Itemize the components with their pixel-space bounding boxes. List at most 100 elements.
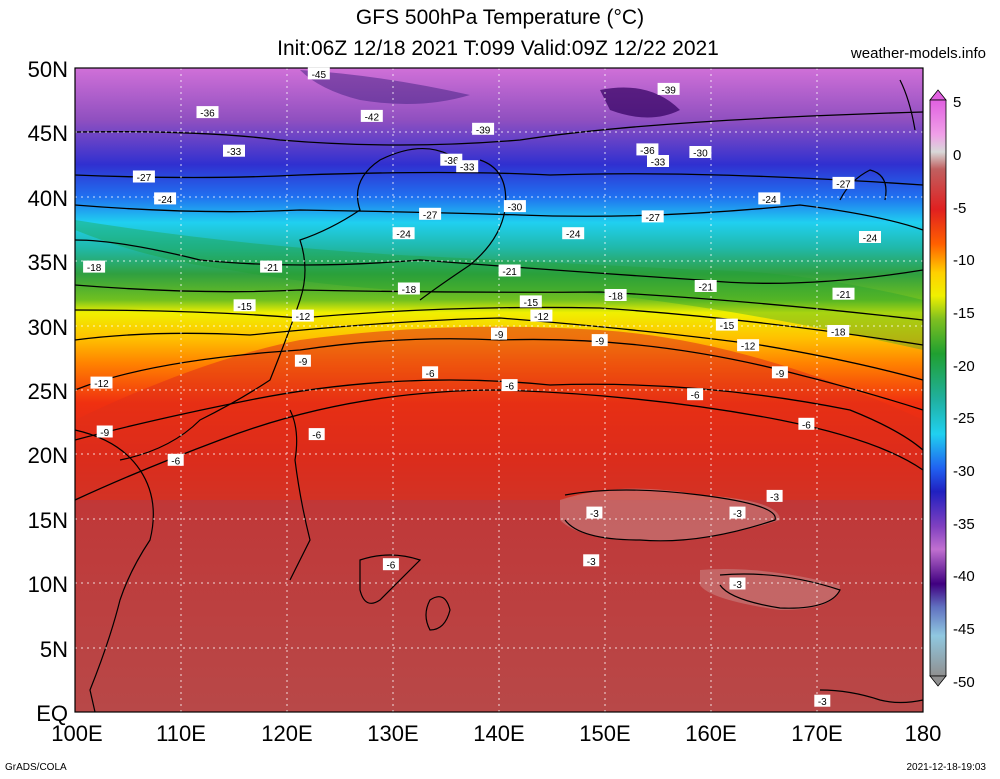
latitude-axis: 50N 45N 40N 35N 30N 25N 20N 15N 10N 5N E… (28, 57, 68, 726)
contour-label-bg (729, 577, 746, 590)
contour-label-bg (583, 554, 600, 567)
contour-label-bg (498, 264, 521, 277)
contour-label-bg (647, 155, 669, 167)
contour-label: -27 (836, 179, 851, 190)
contour-label-bg (766, 489, 783, 502)
lat-label: 30N (28, 315, 68, 340)
contour-label: -6 (691, 391, 700, 402)
colorbar-label: -10 (953, 252, 975, 269)
contour-label: -33 (651, 158, 666, 169)
contour-label-bg (167, 453, 184, 466)
contour-label: -30 (508, 203, 523, 214)
colorbar (929, 89, 947, 687)
colorbar-label: -30 (953, 463, 975, 480)
contour-label-bg (503, 200, 526, 213)
lon-label: 150E (579, 721, 630, 746)
contour-label-bg (96, 425, 113, 438)
contour-label: -9 (100, 428, 109, 439)
contour-label-bg (260, 260, 283, 273)
contour-label: -33 (460, 163, 475, 174)
contour-label-bg (641, 210, 664, 223)
contour-label-bg (456, 160, 479, 173)
footer-credit: GrADS/COLA (5, 762, 67, 773)
contour-label: -33 (227, 147, 242, 158)
contour-label: -45 (312, 70, 327, 81)
contour-label-bg (291, 309, 314, 322)
contour-label: -24 (396, 230, 411, 241)
contour-label-bg (519, 295, 542, 308)
contour-label: -6 (426, 369, 435, 380)
contour-label-bg (360, 109, 383, 122)
lon-label: 170E (791, 721, 842, 746)
contour-label-bg (223, 144, 245, 157)
contour-label-bg (562, 227, 585, 240)
contour-label-bg (83, 260, 106, 273)
colorbar-strip (929, 99, 947, 677)
lon-label: 160E (685, 721, 736, 746)
contour-label-bg (233, 299, 256, 312)
colorbar-label: 5 (953, 94, 961, 111)
contour-label: -9 (775, 369, 784, 380)
contour-label-bg (758, 192, 781, 205)
lat-label: 35N (28, 250, 68, 275)
contour-label-bg (308, 428, 325, 441)
contour-label-bg (294, 354, 311, 367)
title-line-1: GFS 500hPa Temperature (°C) (355, 6, 645, 29)
contour-label: -18 (402, 285, 417, 296)
contour-label: -9 (495, 330, 504, 341)
contour-label-bg (832, 176, 855, 189)
contour-label: -12 (741, 342, 756, 353)
colorbar-label: -5 (953, 200, 966, 217)
contour-label: -6 (802, 420, 811, 431)
lon-label: 100E (51, 721, 102, 746)
colorbar-label: -20 (953, 358, 975, 375)
contour-label-bg (689, 146, 712, 158)
colorbar-top-arrow (929, 89, 947, 101)
contour-label: -3 (587, 557, 596, 568)
lon-label: 140E (473, 721, 524, 746)
lat-label: 25N (28, 379, 68, 404)
contour-label: -27 (423, 210, 438, 221)
contour-label-bg (604, 289, 627, 301)
contour-label: -21 (698, 283, 713, 294)
colorbar-label: 0 (953, 147, 961, 164)
longitude-axis: 100E 110E 120E 130E 140E 150E 160E 170E … (51, 721, 941, 746)
contour-label-bg (472, 122, 495, 135)
contour-label: -21 (836, 290, 851, 301)
contour-label: -24 (158, 195, 173, 206)
contour-label-bg (591, 334, 608, 347)
site-credit: weather-models.info (850, 45, 986, 62)
lat-label: 50N (28, 57, 68, 82)
contour-label-bg (771, 366, 788, 379)
contour-lines (74, 111, 924, 501)
contour-label: -24 (566, 230, 581, 241)
contour-label: -27 (645, 213, 660, 224)
contour-label: -36 (444, 156, 459, 167)
contour-label: -39 (661, 85, 676, 96)
colorbar-bottom-arrow (929, 675, 947, 687)
contour-label: -9 (595, 337, 604, 348)
contour-label-bg (737, 339, 760, 352)
contour-label: -36 (640, 146, 655, 157)
contour-label: -3 (733, 580, 742, 591)
contour-label-bg (90, 376, 113, 389)
contour-label: -6 (505, 382, 514, 393)
contour-label-bg (814, 694, 831, 707)
contour-label-bg (586, 506, 603, 519)
lon-label: 120E (261, 721, 312, 746)
lon-label: 180 (905, 721, 942, 746)
contour-label: -12 (94, 379, 109, 390)
contour-label: -21 (502, 267, 517, 278)
contour-label-bg (154, 192, 177, 205)
map-frame (74, 67, 924, 713)
contour-label-bg (636, 143, 659, 156)
contour-label: -42 (365, 112, 380, 123)
contour-label: -15 (524, 298, 539, 309)
tropical-pale-area (560, 488, 780, 541)
lat-label: 45N (28, 121, 68, 146)
lat-label: 40N (28, 186, 68, 211)
contour-label: -3 (818, 697, 827, 708)
contour-label-bg (729, 506, 746, 519)
contour-label: -12 (296, 312, 311, 323)
